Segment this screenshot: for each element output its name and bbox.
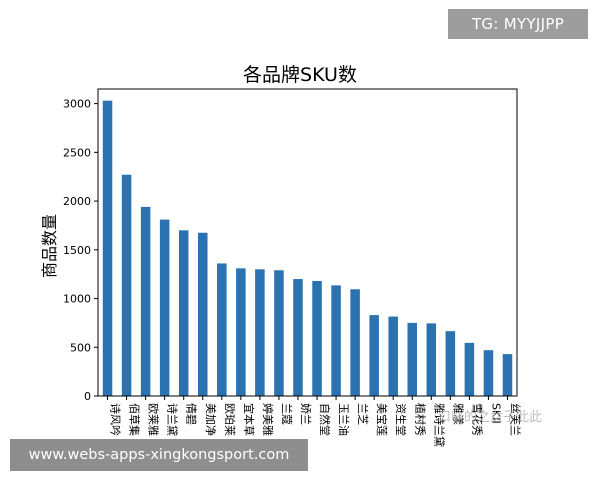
- x-tick-label: 自然堂: [318, 403, 332, 436]
- bar: [140, 206, 151, 396]
- y-tick-label: 0: [84, 390, 91, 403]
- x-tick-label: 兰芝: [356, 403, 369, 425]
- x-tick-label: SKII: [489, 403, 502, 424]
- x-tick-label: 资生堂: [394, 403, 408, 436]
- y-tick-label: 500: [70, 341, 91, 354]
- bar: [464, 342, 475, 396]
- bar: [121, 174, 132, 396]
- y-tick-label: 3000: [63, 98, 91, 111]
- x-tick-label: 诗兰黛: [166, 403, 180, 436]
- bar: [293, 279, 303, 396]
- bar: [217, 263, 227, 396]
- bar: [369, 315, 379, 396]
- x-tick-label: 欧珀莱: [223, 403, 237, 436]
- x-axis-tick-labels: 诗风吟 佰草集 欧莱雅 诗兰黛 倩碧 美加净 欧珀莱 宜本草 婷美雅 兰蔻 娇兰 自然堂 玉兰油 兰芝 美宝…: [107, 396, 522, 447]
- y-axis-label: 商品数量: [40, 214, 59, 278]
- y-tick-label: 1500: [63, 244, 91, 257]
- chart-title: 各品牌SKU数: [243, 64, 357, 86]
- bar: [236, 268, 246, 396]
- bar: [197, 232, 208, 396]
- x-tick-label: 雪花秀: [470, 403, 483, 436]
- y-tick-label: 2000: [63, 195, 91, 208]
- bar: [483, 350, 494, 396]
- bar: [407, 322, 418, 396]
- y-axis-ticks: 0 500 1000 1500 2000 2500 3000: [63, 98, 98, 403]
- plot-area-frame: [97, 88, 518, 397]
- x-tick-label: 玉兰油: [337, 403, 351, 436]
- bar: [159, 219, 170, 396]
- bar: [331, 285, 341, 396]
- bar: [102, 100, 113, 396]
- x-tick-label: 雅诗兰黛: [432, 403, 446, 447]
- x-tick-label: 婷美雅: [261, 403, 275, 436]
- bar: [502, 354, 513, 396]
- x-tick-label: 美宝莲: [375, 403, 389, 436]
- x-tick-label: 宜本草: [242, 403, 256, 436]
- bar: [426, 323, 437, 396]
- x-tick-label: 兰蔻: [280, 403, 293, 425]
- bar: [445, 331, 456, 396]
- bar: [255, 269, 265, 396]
- x-tick-label: 植村秀: [413, 403, 427, 436]
- y-tick-label: 1000: [63, 293, 91, 306]
- bar: [312, 280, 322, 396]
- x-tick-label: 欧莱雅: [147, 403, 161, 436]
- bars: [102, 100, 513, 396]
- x-tick-label: 佰草集: [128, 403, 142, 436]
- x-tick-label: 娇兰: [299, 403, 312, 425]
- bar: [350, 289, 360, 396]
- x-tick-label: 丝芙兰: [508, 403, 522, 436]
- x-tick-label: 雅漾: [451, 403, 465, 425]
- tg-badge: TG: MYYJJPP: [448, 9, 588, 39]
- bar: [388, 316, 398, 396]
- bar: [274, 270, 284, 396]
- url-banner[interactable]: www.webs-apps-xingkongsport.com: [10, 439, 308, 471]
- x-tick-label: 诗风吟: [109, 403, 123, 436]
- y-tick-label: 2500: [63, 146, 91, 159]
- bar: [178, 230, 189, 396]
- x-tick-label: 美加净: [204, 403, 218, 436]
- x-tick-label: 倩碧: [185, 403, 198, 425]
